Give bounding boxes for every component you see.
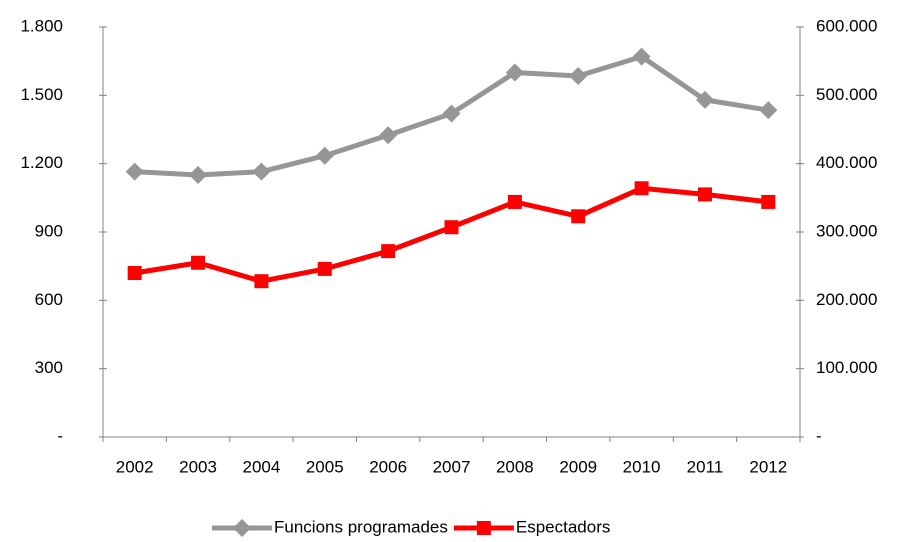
x-tick-label: 2012 — [749, 457, 787, 476]
data-point — [442, 104, 461, 123]
y2-tick-label: 200.000 — [816, 290, 877, 309]
legend-label: Funcions programades — [274, 517, 448, 536]
y2-tick-label: 100.000 — [816, 358, 877, 377]
legend-marker — [233, 519, 251, 537]
data-point — [571, 209, 586, 224]
data-point — [191, 255, 206, 270]
data-point — [444, 220, 459, 235]
data-point — [759, 101, 778, 120]
data-point — [697, 187, 712, 202]
y-tick-label: 600 — [35, 290, 63, 309]
x-tick-label: 2008 — [496, 457, 534, 476]
data-point — [317, 261, 332, 276]
data-point — [127, 266, 142, 280]
y-tick-label: 1.800 — [20, 16, 63, 35]
y-tick-label: 900 — [35, 221, 63, 240]
data-point — [254, 274, 269, 289]
data-point — [761, 194, 776, 209]
y2-tick-label: 500.000 — [816, 85, 877, 104]
x-tick-label: 2004 — [242, 457, 280, 476]
data-point — [189, 166, 208, 185]
data-point — [379, 126, 398, 145]
legend-marker — [476, 521, 491, 535]
data-point — [505, 63, 524, 82]
legend-label: Espectadors — [516, 517, 611, 536]
data-point — [252, 162, 271, 181]
x-tick-label: 2005 — [306, 457, 344, 476]
x-tick-label: 2002 — [116, 457, 154, 476]
y2-tick-label: 600.000 — [816, 16, 877, 35]
data-point — [634, 181, 649, 196]
x-tick-label: 2009 — [559, 457, 597, 476]
y2-tick-label: 300.000 — [816, 221, 877, 240]
data-point — [507, 194, 522, 209]
y2-tick-label: 400.000 — [816, 153, 877, 172]
y-tick-label: 1.200 — [20, 153, 63, 172]
data-point — [315, 146, 334, 165]
x-tick-label: 2011 — [687, 457, 724, 476]
y2-tick-label: - — [816, 426, 822, 445]
x-tick-label: 2007 — [433, 457, 471, 476]
y-tick-label: 1.500 — [20, 85, 63, 104]
y-tick-label: - — [57, 426, 63, 445]
data-point — [695, 90, 714, 109]
x-tick-label: 2003 — [179, 457, 217, 476]
data-point — [632, 47, 651, 66]
series-line — [134, 185, 769, 284]
data-point — [569, 66, 588, 85]
data-point — [125, 162, 144, 181]
x-tick-label: 2006 — [369, 457, 407, 476]
x-tick-label: 2010 — [623, 457, 661, 476]
data-point — [381, 244, 396, 259]
y-tick-label: 300 — [35, 358, 63, 377]
